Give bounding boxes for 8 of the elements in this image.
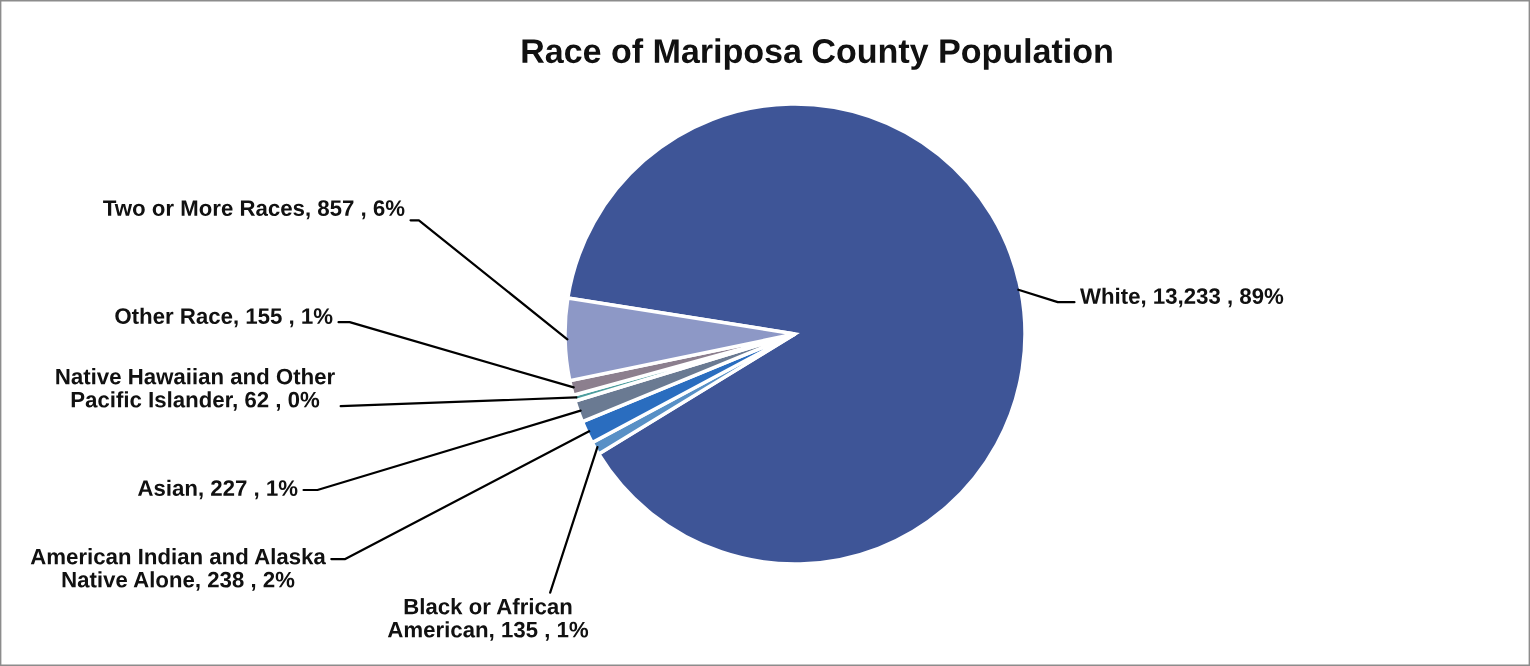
slice-label: Black or African American, 135 , 1% — [387, 598, 589, 641]
slice-label: Two or More Races, 857 , 6% — [103, 200, 405, 220]
slice-label: White, 13,233 , 89% — [1080, 287, 1284, 308]
slice-label: Asian, 227 , 1% — [137, 479, 298, 500]
slice-label: American Indian and Alaska Native Alone, 238 , 2% — [30, 548, 326, 591]
slice-label: Other Race, 155 , 1% — [115, 307, 333, 328]
slice-label: Native Hawaiian and Other Pacific Islander, 62 , 0% — [56, 368, 335, 411]
chart-title: Race of Mariposa County Population — [522, 38, 1112, 70]
